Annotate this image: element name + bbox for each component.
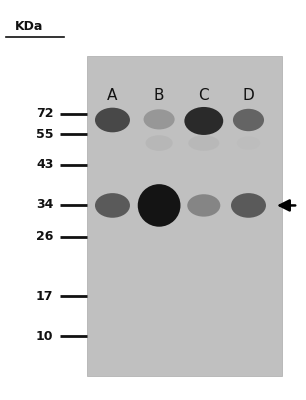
Text: D: D xyxy=(243,88,254,104)
Ellipse shape xyxy=(95,108,130,132)
Text: 43: 43 xyxy=(36,158,54,171)
Bar xyxy=(87,56,282,376)
Ellipse shape xyxy=(144,109,175,130)
Ellipse shape xyxy=(138,184,181,227)
Ellipse shape xyxy=(184,107,223,135)
Text: KDa: KDa xyxy=(15,20,43,32)
Text: 34: 34 xyxy=(36,198,54,211)
Text: B: B xyxy=(154,88,164,104)
Text: 26: 26 xyxy=(36,230,54,243)
Text: C: C xyxy=(199,88,209,104)
Text: 10: 10 xyxy=(36,330,54,342)
Ellipse shape xyxy=(237,136,260,150)
Ellipse shape xyxy=(231,193,266,218)
Text: 17: 17 xyxy=(36,290,54,302)
Ellipse shape xyxy=(233,109,264,131)
Ellipse shape xyxy=(188,135,219,151)
Ellipse shape xyxy=(95,193,130,218)
Ellipse shape xyxy=(146,135,173,151)
Text: 72: 72 xyxy=(36,107,54,120)
Ellipse shape xyxy=(187,194,220,217)
Text: A: A xyxy=(107,88,118,104)
Text: 55: 55 xyxy=(36,128,54,141)
